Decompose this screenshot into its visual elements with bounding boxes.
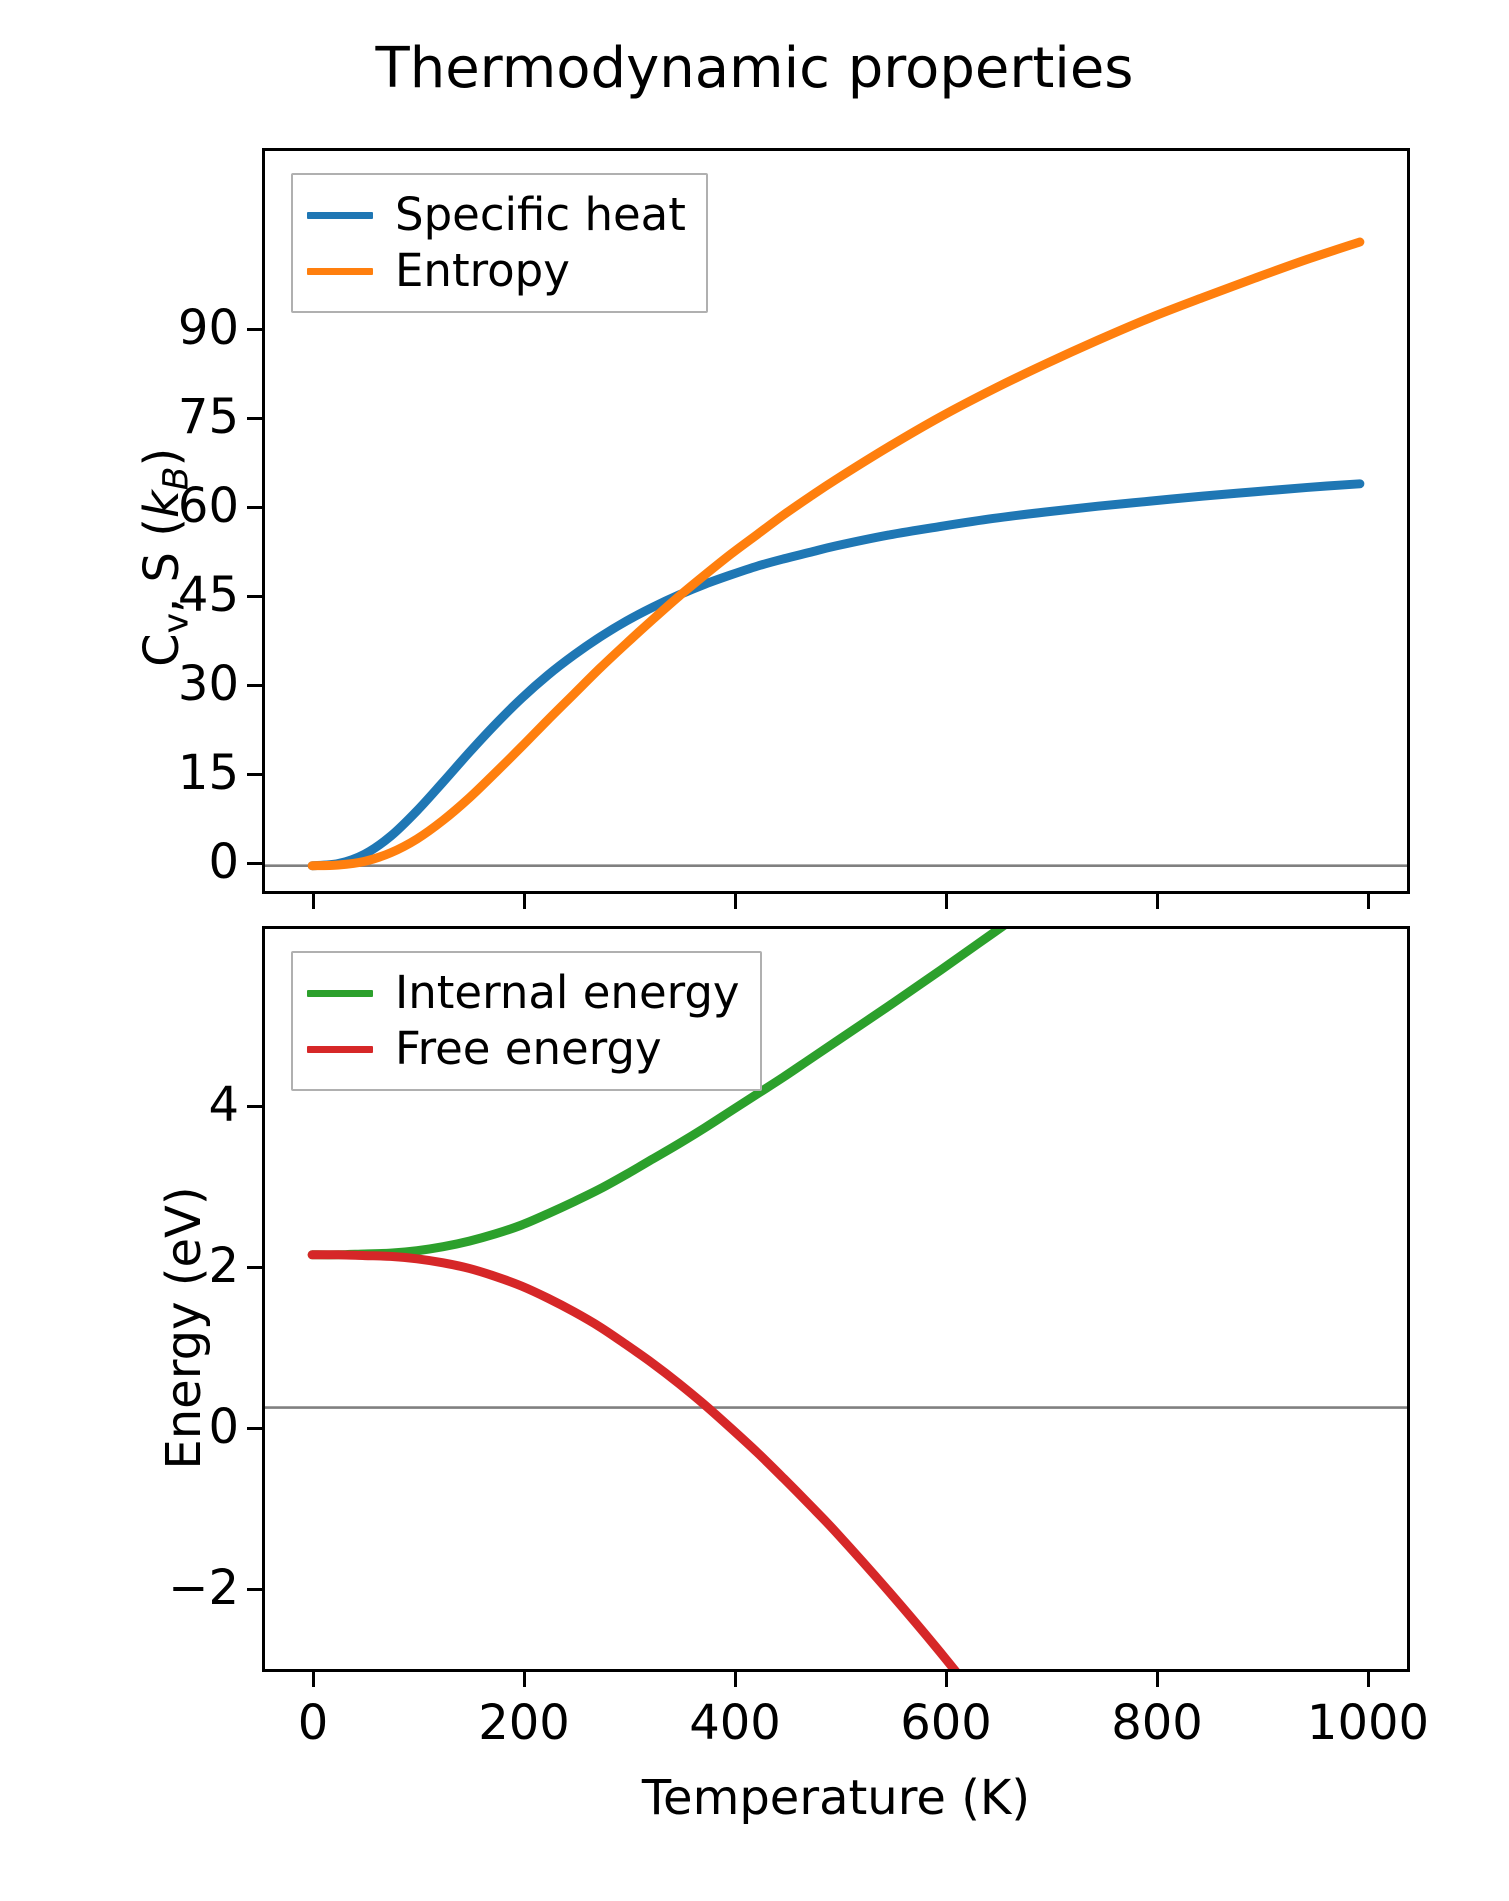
xtick-mark — [945, 1669, 948, 1687]
xtick-mark — [312, 1669, 315, 1687]
ytick-label: 0 — [208, 834, 239, 890]
xtick-mark — [1156, 891, 1159, 909]
xtick-mark — [945, 891, 948, 909]
xtick-mark — [1367, 891, 1370, 909]
xtick-label: 200 — [478, 1695, 570, 1751]
ytick-mark — [247, 506, 265, 509]
ytick-mark — [247, 773, 265, 776]
ylabel-mid: , S ( — [133, 517, 190, 613]
ytick-label: 75 — [177, 389, 239, 445]
legend-label-internal-energy: Internal energy — [395, 966, 740, 1019]
ytick-mark — [247, 1588, 265, 1591]
plot-area-top — [265, 151, 1407, 891]
bottom-panel-curves — [265, 929, 1407, 1669]
ytick-mark — [247, 1105, 265, 1108]
ylabel-close-paren: ) — [133, 447, 190, 467]
ylabel-kb-k: k — [133, 490, 190, 518]
ytick-label: 90 — [177, 300, 239, 356]
ytick-label: 60 — [177, 478, 239, 534]
xtick-mark — [523, 1669, 526, 1687]
ylabel-top-panel: Cv, S (kB) — [133, 184, 203, 930]
ytick-mark — [247, 862, 265, 865]
ytick-label: 15 — [177, 745, 239, 801]
legend-label-free-energy: Free energy — [395, 1022, 662, 1075]
axes-bottom-panel: −2 0 2 4 0 200 400 600 800 1000 Energy (… — [156, 926, 1429, 1751]
ylabel-c: C — [133, 633, 190, 667]
figure-title: Thermodynamic properties — [375, 36, 1134, 101]
xtick-label: 800 — [1111, 1695, 1203, 1751]
ytick-mark — [247, 595, 265, 598]
ytick-mark — [247, 1266, 265, 1269]
ylabel-bottom-panel: Energy (eV) — [156, 1186, 212, 1470]
legend-bottom-panel[interactable]: Internal energy Free energy — [291, 951, 762, 1091]
series-line-internal-energy — [312, 929, 1360, 1255]
legend-item-specific-heat[interactable]: Specific heat — [307, 187, 686, 243]
ytick-mark — [247, 1427, 265, 1430]
xtick-label: 400 — [689, 1695, 781, 1751]
plot-area-bottom — [265, 929, 1407, 1669]
xlabel: Temperature (K) — [641, 1770, 1031, 1826]
legend-item-internal-energy[interactable]: Internal energy — [307, 965, 740, 1021]
series-line-specific-heat — [312, 484, 1360, 866]
xtick-label: 0 — [297, 1695, 329, 1751]
legend-top-panel[interactable]: Specific heat Entropy — [291, 173, 708, 313]
ytick-label: 4 — [208, 1077, 239, 1133]
xtick-mark — [523, 891, 526, 909]
ytick-label: 45 — [177, 567, 239, 623]
ytick-label: 0 — [208, 1399, 239, 1455]
xtick-mark — [734, 1669, 737, 1687]
ylabel-kb-subscript: B — [156, 466, 197, 491]
ytick-mark — [247, 684, 265, 687]
ytick-mark — [247, 328, 265, 331]
ylabel-c-subscript: v — [156, 612, 197, 634]
ytick-label: 2 — [208, 1238, 239, 1294]
xtick-mark — [734, 891, 737, 909]
legend-label-entropy: Entropy — [395, 244, 570, 297]
axes-top-panel: 0 15 30 45 60 75 90 Cv, S (kB) — [134, 148, 1410, 909]
legend-item-free-energy[interactable]: Free energy — [307, 1021, 740, 1077]
series-line-entropy — [312, 242, 1360, 866]
legend-item-entropy[interactable]: Entropy — [307, 243, 686, 299]
series-line-free-energy — [312, 1255, 1360, 1669]
legend-swatch-free-energy — [307, 1045, 373, 1053]
ytick-mark — [247, 417, 265, 420]
xtick-mark — [1367, 1669, 1370, 1687]
ytick-label: −2 — [168, 1560, 239, 1616]
xtick-label: 1000 — [1306, 1695, 1430, 1751]
ytick-label: 30 — [177, 656, 239, 712]
legend-label-specific-heat: Specific heat — [395, 188, 686, 241]
legend-swatch-entropy — [307, 267, 373, 275]
legend-swatch-internal-energy — [307, 989, 373, 997]
legend-swatch-specific-heat — [307, 211, 373, 219]
xtick-mark — [1156, 1669, 1159, 1687]
top-panel-curves — [265, 151, 1407, 891]
xtick-mark — [312, 891, 315, 909]
xtick-label: 600 — [900, 1695, 992, 1751]
